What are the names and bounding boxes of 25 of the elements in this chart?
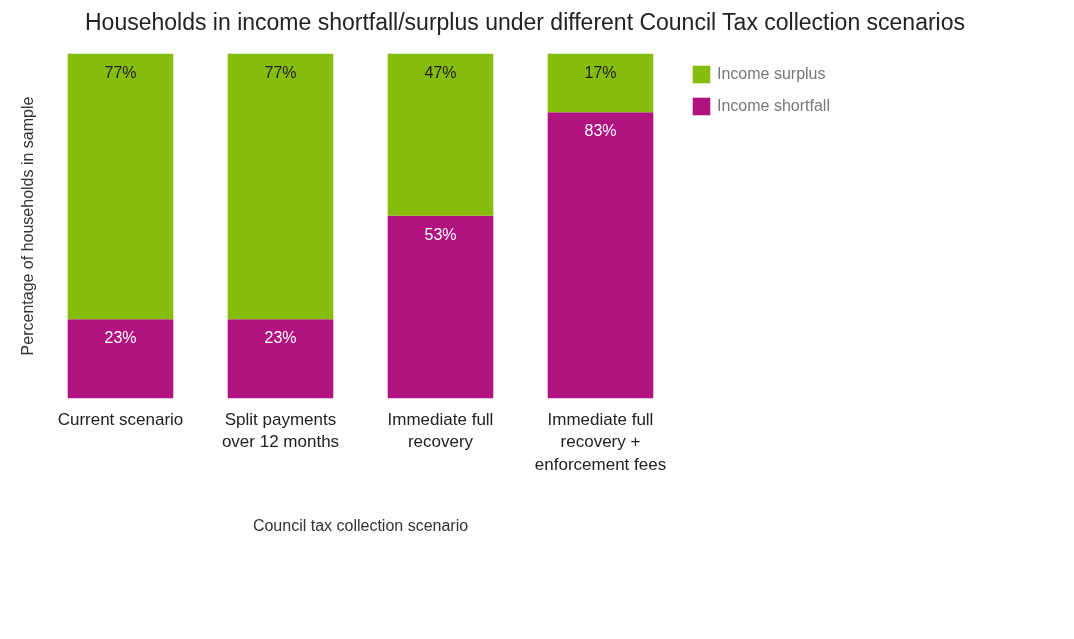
bar: [227, 319, 334, 399]
bar: [387, 215, 494, 399]
bar: [387, 53, 494, 216]
data-label: 23%: [264, 329, 297, 347]
legend-label: Income surplus: [717, 64, 826, 83]
chart-title: Households in income shortfall/surplus under different Council Tax collection scenarios: [84, 8, 965, 37]
data-label: 53%: [424, 225, 457, 243]
x-tick-label: Split payments over 12 months: [221, 409, 340, 452]
data-label: 83%: [584, 122, 617, 140]
y-axis-title: Percentage of households in sample: [18, 96, 36, 356]
data-label: 77%: [264, 63, 297, 81]
data-label: 77%: [104, 63, 137, 81]
x-tick-label: Current scenario: [57, 409, 184, 429]
bar: [67, 319, 174, 399]
data-label: 17%: [584, 63, 617, 81]
x-tick-label: Immediate full recovery: [387, 409, 494, 452]
data-label: 23%: [104, 329, 137, 347]
bar: [547, 112, 654, 399]
legend-label: Income shortfall: [717, 96, 830, 115]
bar: [67, 53, 174, 320]
x-axis-title: Council tax collection scenario: [252, 516, 469, 534]
bar: [227, 53, 334, 320]
x-tick-label: Immediate full recovery + enforcement fees: [534, 409, 667, 474]
data-label: 47%: [424, 63, 457, 81]
bar: [547, 53, 654, 113]
